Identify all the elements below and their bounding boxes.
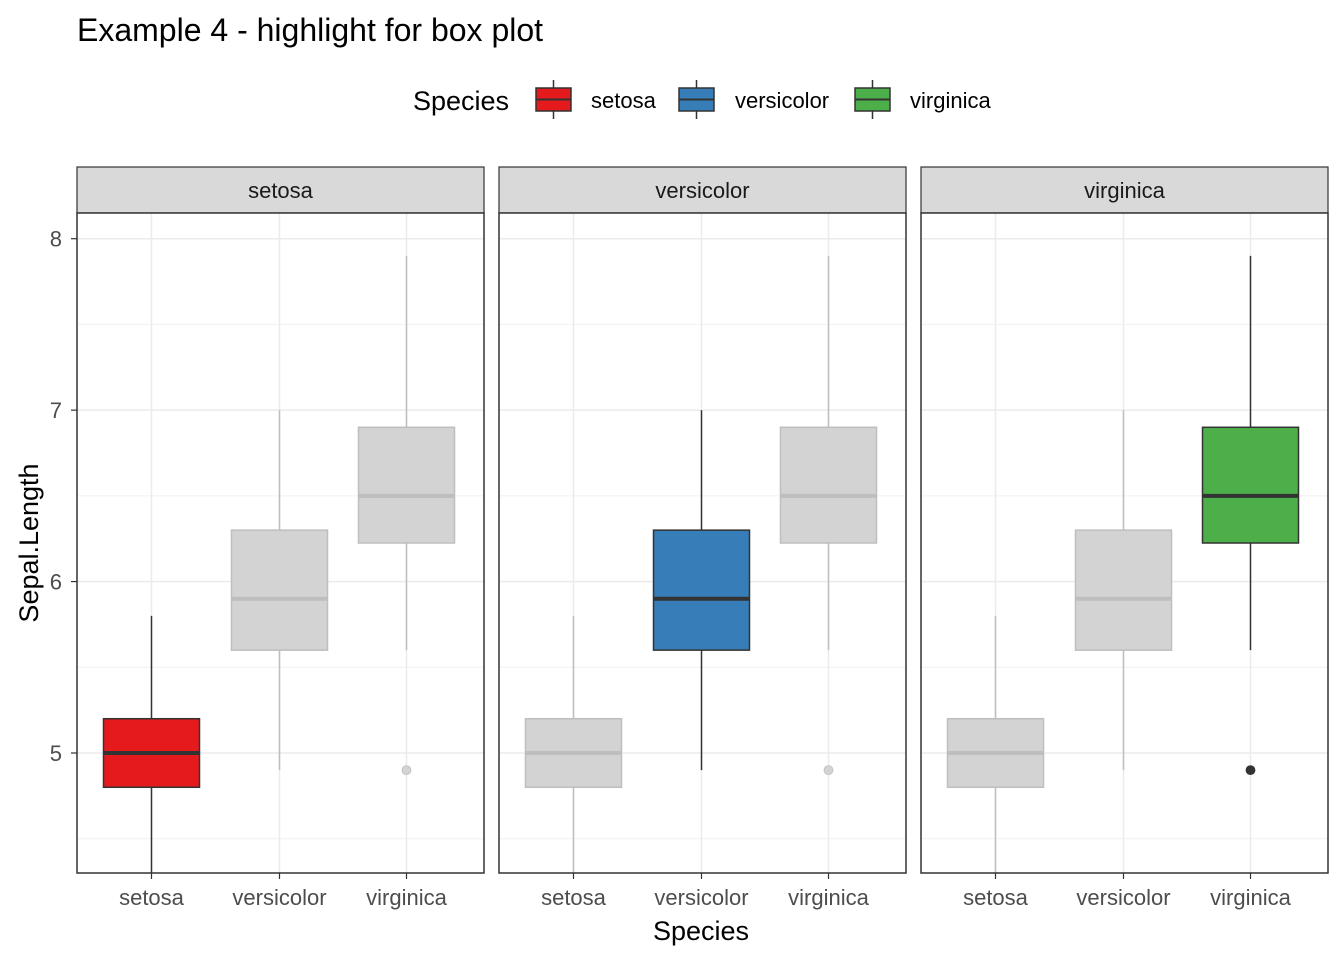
x-tick-label-versicolor: versicolor (654, 885, 748, 910)
panel-border (920, 212, 1329, 874)
box-iqr (230, 529, 329, 651)
box-virginica-highlighted (1201, 255, 1300, 776)
box-setosa-muted (946, 615, 1045, 873)
x-tick-label-setosa: setosa (119, 885, 185, 910)
box-iqr (1074, 529, 1173, 651)
box-iqr (1201, 426, 1300, 544)
box-versicolor-muted (230, 410, 329, 771)
outlier-point (1245, 765, 1256, 776)
box-virginica-muted (779, 255, 878, 776)
legend-entry-setosa: setosa (535, 80, 657, 119)
legend-entry-versicolor: versicolor (678, 80, 829, 119)
x-tick-label-virginica: virginica (1210, 885, 1291, 910)
facet-strip-virginica (920, 166, 1329, 214)
box-virginica-muted (357, 255, 456, 776)
panel-border (498, 212, 907, 874)
y-tick-label: 7 (50, 398, 62, 423)
box-versicolor-muted (1074, 410, 1173, 771)
box-iqr (652, 529, 751, 651)
x-tick-label-virginica: virginica (788, 885, 869, 910)
y-tick-label: 8 (50, 227, 62, 252)
legend-title: Species (413, 86, 509, 116)
x-tick-label-versicolor: versicolor (232, 885, 326, 910)
y-tick-label: 6 (50, 570, 62, 595)
facet-strip-label-setosa: setosa (248, 178, 314, 203)
y-tick-label: 5 (50, 741, 62, 766)
y-axis-title: Sepal.Length (14, 463, 44, 622)
legend: Species setosa versicolor virginica (413, 80, 991, 119)
box-iqr (779, 426, 878, 544)
facet-strip-setosa (76, 166, 485, 214)
chart-title: Example 4 - highlight for box plot (77, 12, 543, 48)
x-tick-label-setosa: setosa (963, 885, 1029, 910)
x-tick-label-versicolor: versicolor (1076, 885, 1170, 910)
facet-panel-virginica: virginica setosa versicolor virginica (920, 166, 1329, 910)
facet-panel-setosa: setosa setosa versicolor virginica (76, 166, 485, 910)
box-versicolor-highlighted (652, 410, 751, 771)
box-setosa-highlighted (102, 615, 201, 873)
outlier-point (823, 765, 834, 776)
y-axis: 5 6 7 8 (50, 227, 77, 766)
legend-label-setosa: setosa (591, 88, 657, 113)
legend-entry-virginica: virginica (854, 80, 991, 119)
legend-label-versicolor: versicolor (735, 88, 829, 113)
box-iqr (357, 426, 456, 544)
outlier-point (401, 765, 412, 776)
facet-strip-label-versicolor: versicolor (655, 178, 749, 203)
x-tick-label-virginica: virginica (366, 885, 447, 910)
facet-strip-versicolor (498, 166, 907, 214)
facet-panel-versicolor: versicolor setosa versicolor virginica (498, 166, 907, 910)
panel-border (76, 212, 485, 874)
x-tick-label-setosa: setosa (541, 885, 607, 910)
box-setosa-muted (524, 615, 623, 873)
x-axis-title: Species (653, 916, 749, 946)
legend-label-virginica: virginica (910, 88, 991, 113)
facet-strip-label-virginica: virginica (1084, 178, 1165, 203)
